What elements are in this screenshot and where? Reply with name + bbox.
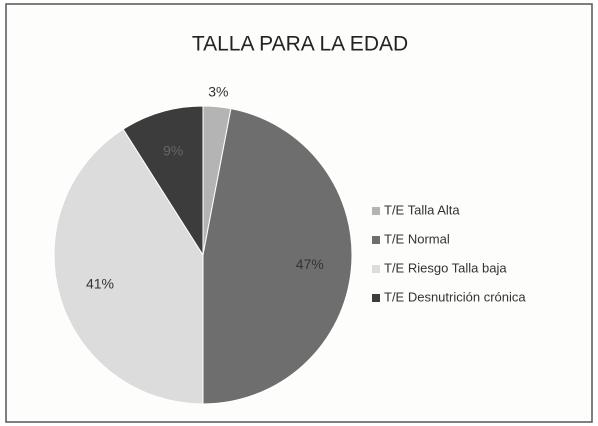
pie-slice (53, 128, 204, 405)
data-label: 41% (86, 276, 114, 292)
data-label: 9% (163, 143, 183, 159)
data-label: 47% (296, 256, 324, 272)
pie-slice (202, 108, 353, 405)
legend-label: T/E Riesgo Talla baja (384, 260, 507, 275)
pie-slice (122, 105, 204, 257)
legend-label: T/E Talla Alta (384, 202, 460, 217)
legend-swatch (372, 294, 380, 302)
legend-label: T/E Desnutrición crónica (384, 289, 526, 304)
legend-swatch (372, 265, 380, 273)
chart-title: TALLA PARA LA EDAD (192, 33, 408, 56)
data-label: 3% (208, 83, 228, 99)
legend-swatch (372, 207, 380, 215)
legend-label: T/E Normal (384, 231, 450, 246)
legend-swatch (372, 236, 380, 244)
